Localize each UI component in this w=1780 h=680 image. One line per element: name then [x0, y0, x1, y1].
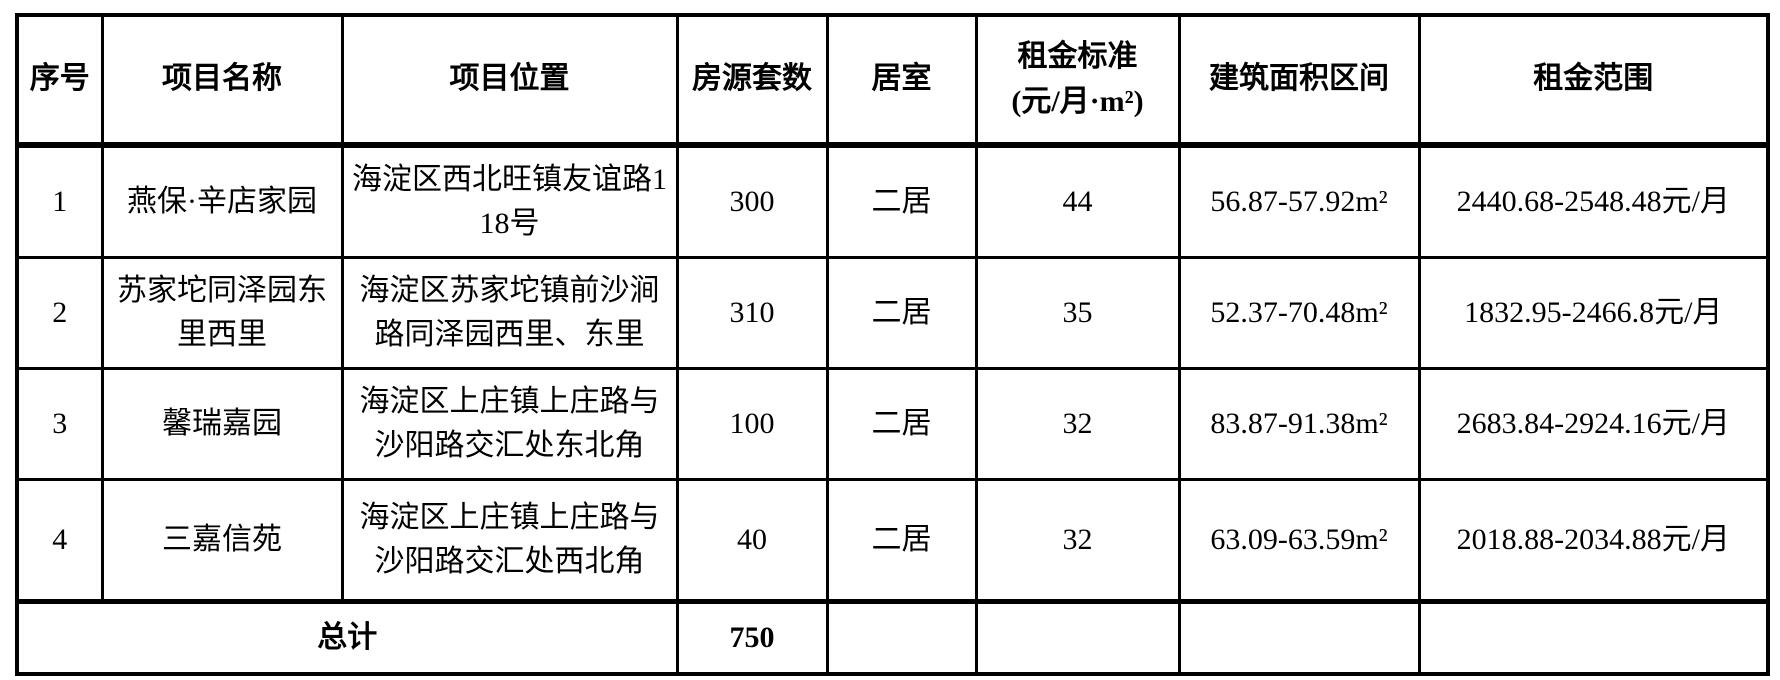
cell-units: 310	[675, 256, 829, 370]
cell-rent-standard: 35	[974, 256, 1181, 370]
header-area-range: 建筑面积区间	[1177, 13, 1421, 148]
table-row: 1 燕保·辛店家园 海淀区西北旺镇友谊路118号 300 二居 44 56.87…	[15, 143, 1770, 259]
cell-project-name: 三嘉信苑	[100, 478, 344, 603]
cell-seq: 4	[15, 478, 104, 603]
total-label: 总计	[15, 599, 679, 676]
header-rent-standard: 租金标准 (元/月·m²)	[974, 13, 1181, 148]
header-rent-range: 租金范围	[1417, 13, 1770, 148]
table-row: 3 馨瑞嘉园 海淀区上庄镇上庄路与沙阳路交汇处东北角 100 二居 32 83.…	[15, 367, 1770, 481]
table-header-row: 序号 项目名称 项目位置 房源套数 居室 租金标准 (元/月·m²) 建筑面积区…	[15, 13, 1770, 148]
total-area-range-empty	[1177, 599, 1421, 676]
cell-room-layout: 二居	[825, 256, 978, 370]
cell-seq: 2	[15, 256, 104, 370]
cell-rent-standard: 32	[974, 478, 1181, 603]
header-project-name: 项目名称	[100, 13, 344, 148]
cell-area-range: 52.37-70.48m²	[1177, 256, 1421, 370]
cell-room-layout: 二居	[825, 143, 978, 259]
total-room-layout-empty	[825, 599, 978, 676]
rental-projects-table-container: 序号 项目名称 项目位置 房源套数 居室 租金标准 (元/月·m²) 建筑面积区…	[15, 13, 1770, 676]
cell-room-layout: 二居	[825, 367, 978, 481]
cell-units: 100	[675, 367, 829, 481]
cell-rent-standard: 44	[974, 143, 1181, 259]
cell-area-range: 83.87-91.38m²	[1177, 367, 1421, 481]
cell-units: 300	[675, 143, 829, 259]
cell-rent-standard: 32	[974, 367, 1181, 481]
cell-project-location: 海淀区苏家坨镇前沙涧路同泽园西里、东里	[340, 256, 679, 370]
cell-rent-range: 2018.88-2034.88元/月	[1417, 478, 1770, 603]
cell-rent-range: 2683.84-2924.16元/月	[1417, 367, 1770, 481]
header-project-location: 项目位置	[340, 13, 679, 148]
cell-project-name: 苏家坨同泽园东里西里	[100, 256, 344, 370]
cell-project-location: 海淀区上庄镇上庄路与沙阳路交汇处东北角	[340, 367, 679, 481]
cell-rent-range: 1832.95-2466.8元/月	[1417, 256, 1770, 370]
cell-project-name: 燕保·辛店家园	[100, 143, 344, 259]
table-row: 4 三嘉信苑 海淀区上庄镇上庄路与沙阳路交汇处西北角 40 二居 32 63.0…	[15, 478, 1770, 603]
cell-seq: 3	[15, 367, 104, 481]
total-rent-standard-empty	[974, 599, 1181, 676]
cell-project-location: 海淀区上庄镇上庄路与沙阳路交汇处西北角	[340, 478, 679, 603]
header-seq: 序号	[15, 13, 104, 148]
header-units: 房源套数	[675, 13, 829, 148]
table-total-row: 总计 750	[15, 599, 1770, 676]
cell-units: 40	[675, 478, 829, 603]
cell-area-range: 56.87-57.92m²	[1177, 143, 1421, 259]
cell-area-range: 63.09-63.59m²	[1177, 478, 1421, 603]
cell-rent-range: 2440.68-2548.48元/月	[1417, 143, 1770, 259]
table-row: 2 苏家坨同泽园东里西里 海淀区苏家坨镇前沙涧路同泽园西里、东里 310 二居 …	[15, 256, 1770, 370]
cell-room-layout: 二居	[825, 478, 978, 603]
cell-project-name: 馨瑞嘉园	[100, 367, 344, 481]
rental-projects-table: 序号 项目名称 项目位置 房源套数 居室 租金标准 (元/月·m²) 建筑面积区…	[15, 13, 1770, 676]
header-room-layout: 居室	[825, 13, 978, 148]
cell-project-location: 海淀区西北旺镇友谊路118号	[340, 143, 679, 259]
total-rent-range-empty	[1417, 599, 1770, 676]
cell-seq: 1	[15, 143, 104, 259]
total-units: 750	[675, 599, 829, 676]
